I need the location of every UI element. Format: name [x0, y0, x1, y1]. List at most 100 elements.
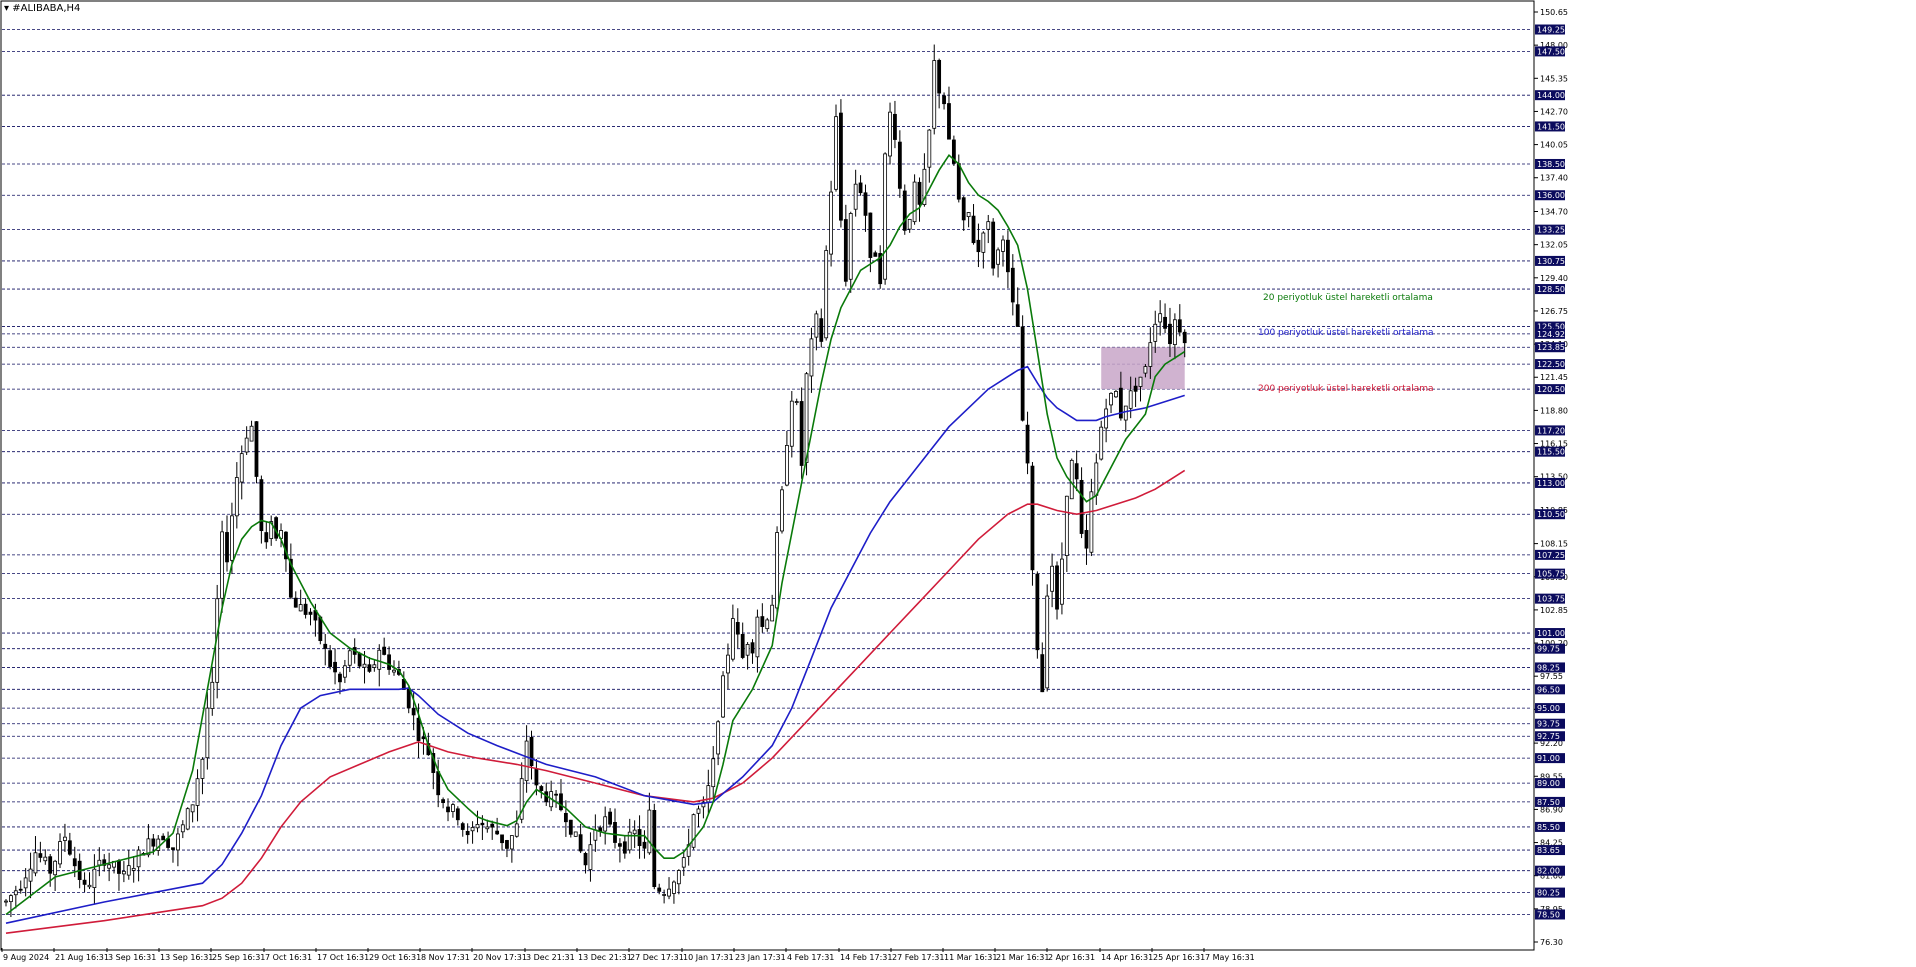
- candle-body: [711, 758, 716, 788]
- candle: [161, 833, 166, 841]
- candle: [681, 850, 686, 876]
- candle-body: [1006, 239, 1010, 273]
- candle: [839, 99, 843, 228]
- candle-body: [451, 804, 455, 812]
- candle-body: [161, 835, 166, 841]
- level-price-badge: [1535, 446, 1565, 457]
- candle-body: [288, 558, 293, 598]
- level-price-badge: [1535, 121, 1565, 132]
- level-price-badge: [1535, 684, 1565, 695]
- candle: [254, 421, 259, 484]
- candle-body: [539, 786, 544, 791]
- level-price-badge: [1535, 909, 1565, 920]
- candle-body: [1163, 316, 1167, 329]
- time-tick-label: 13 Sep 16:31: [160, 953, 213, 962]
- candle-body: [559, 793, 563, 811]
- candle: [249, 420, 254, 442]
- candle: [829, 180, 833, 267]
- candle: [126, 849, 131, 880]
- candle: [986, 214, 991, 244]
- candle: [902, 184, 907, 235]
- candle: [470, 821, 475, 844]
- candle-body: [1109, 392, 1113, 406]
- candle-body: [593, 829, 598, 841]
- level-price-label: 120.50: [1537, 385, 1565, 394]
- candle: [131, 856, 136, 883]
- candle-body: [23, 877, 28, 889]
- candle: [1099, 420, 1104, 461]
- candle: [288, 543, 293, 600]
- candle-body: [48, 856, 53, 874]
- candle-body: [927, 129, 932, 168]
- candle-body: [794, 401, 799, 403]
- candle-body: [1104, 408, 1109, 429]
- candle: [244, 426, 249, 455]
- candle: [657, 883, 662, 895]
- candle: [1109, 392, 1113, 414]
- candle-body: [382, 646, 387, 655]
- time-tick-label: 21 Mar 16:31: [996, 953, 1049, 962]
- candle-body: [809, 338, 814, 377]
- candle-body: [858, 182, 863, 194]
- candle: [465, 823, 470, 844]
- candle-body: [672, 881, 676, 894]
- candle: [200, 757, 205, 795]
- level-price-label: 103.75: [1537, 595, 1565, 604]
- time-tick-label: 25 Sep 16:31: [212, 953, 265, 962]
- candle: [220, 520, 224, 613]
- candle-body: [67, 840, 72, 855]
- price-tick-label: 137.40: [1540, 174, 1568, 183]
- candle: [328, 645, 333, 670]
- time-tick-label: 4 Feb 17:31: [787, 953, 834, 962]
- level-price-label: 87.50: [1537, 798, 1560, 807]
- zone-rect: [1101, 347, 1185, 390]
- candle-body: [824, 250, 829, 339]
- level-price-label: 85.50: [1537, 823, 1560, 832]
- level-price-label: 122.50: [1537, 360, 1565, 369]
- candle: [298, 589, 303, 612]
- candle-body: [573, 831, 578, 837]
- level-price-label: 83.65: [1537, 846, 1560, 855]
- candle-body: [524, 740, 529, 782]
- level-price-badge: [1535, 90, 1565, 101]
- candle-body: [43, 856, 48, 862]
- candle-body: [210, 681, 215, 709]
- dropdown-triangle-icon[interactable]: ▾: [4, 3, 10, 14]
- candle-body: [662, 894, 667, 896]
- candle: [858, 175, 863, 196]
- candle-body: [446, 806, 450, 813]
- candle-body: [328, 650, 333, 667]
- level-price-badge: [1535, 284, 1565, 295]
- candle-body: [789, 400, 794, 447]
- candle: [4, 899, 8, 907]
- candle: [637, 815, 642, 859]
- candle: [647, 792, 652, 855]
- candle-body: [770, 604, 775, 622]
- candle: [1172, 313, 1177, 360]
- candle: [1064, 495, 1069, 572]
- candle: [573, 831, 578, 837]
- candle-body: [1138, 376, 1143, 387]
- candle: [927, 129, 932, 183]
- price-tick-label: 150.65: [1540, 8, 1568, 17]
- candle: [43, 849, 48, 865]
- candle-body: [618, 843, 622, 847]
- candle: [1158, 300, 1163, 336]
- level-price-label: 95.00: [1537, 704, 1560, 713]
- level-price-badge: [1535, 359, 1565, 370]
- candle: [1163, 303, 1167, 334]
- candle-body: [1172, 319, 1177, 346]
- candle-body: [377, 649, 382, 670]
- candle-body: [632, 829, 637, 835]
- candle-body: [171, 847, 175, 850]
- candle: [760, 603, 765, 633]
- candle-body: [259, 479, 264, 532]
- time-tick-label: 27 Dec 17:31: [630, 953, 684, 962]
- level-price-badge: [1535, 568, 1565, 579]
- candle: [716, 720, 721, 766]
- price-tick-label: 97.55: [1540, 672, 1563, 681]
- price-tick-label: 116.15: [1540, 440, 1568, 449]
- candle: [961, 196, 966, 231]
